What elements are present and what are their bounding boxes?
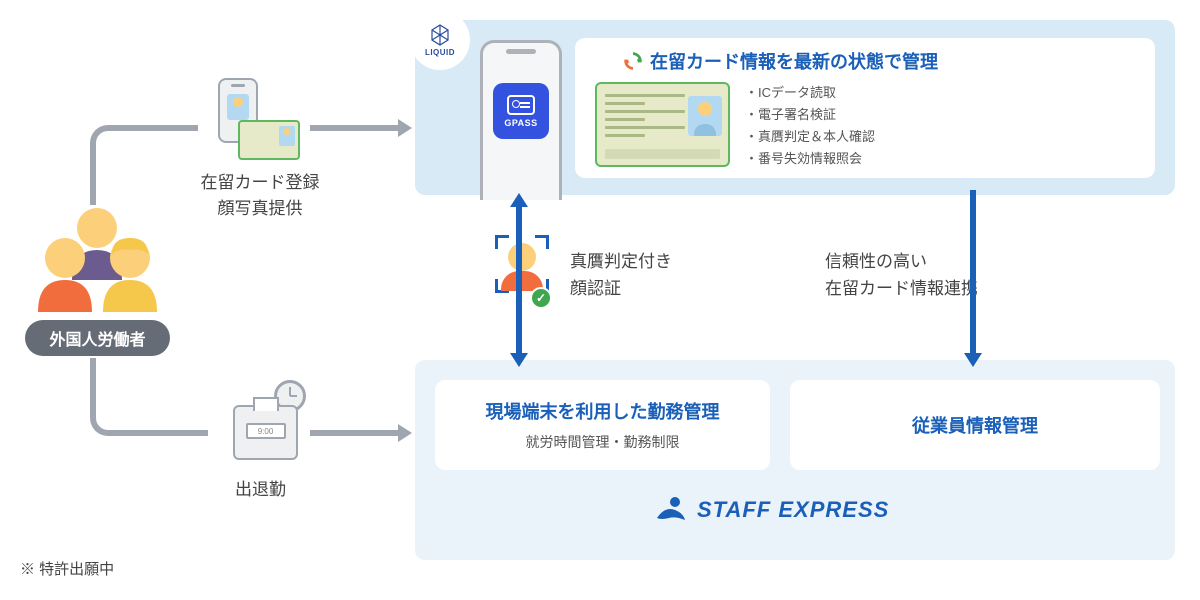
- arrow-connector: [138, 125, 198, 131]
- arrow-down-to-staff: [970, 190, 976, 354]
- attendance-subtitle: 就労時間管理・勤務制限: [435, 432, 770, 452]
- smartphone-illustration: GPASS: [480, 40, 562, 200]
- workers-illustration: [30, 200, 165, 315]
- gpass-panel-title: 在留カード情報を最新の状態で管理: [622, 48, 938, 74]
- staff-express-text: STAFF EXPRESS: [697, 497, 889, 523]
- attendance-label: 出退勤: [235, 475, 286, 500]
- face-auth-illustration: ✓: [490, 235, 554, 305]
- register-label: 在留カード登録 顔写真提供: [185, 170, 335, 221]
- residence-card-illustration: [595, 82, 730, 167]
- gpass-label: GPASS: [504, 118, 537, 128]
- arrow-register-elbow: [90, 125, 140, 205]
- staff-express-icon: [655, 496, 687, 524]
- employee-title: 従業員情報管理: [790, 380, 1160, 438]
- attendance-panel: 現場端末を利用した勤務管理 就労時間管理・勤務制限: [435, 380, 770, 470]
- feature-bullets: ・ICデータ読取 ・電子署名検証 ・真贋判定＆本人確認 ・番号失効情報照会: [745, 82, 875, 170]
- bullet-item: ・電子署名検証: [745, 104, 875, 126]
- face-auth-label: 真贋判定付き 顔認証: [570, 248, 672, 302]
- timecard-illustration: 9:00: [233, 405, 298, 460]
- small-card-illustration: [238, 120, 300, 160]
- liquid-icon: [430, 24, 450, 46]
- patent-note: ※ 特許出願中: [20, 558, 114, 579]
- bullet-item: ・ICデータ読取: [745, 82, 875, 104]
- arrow-to-staff: [310, 430, 400, 436]
- bullet-item: ・番号失効情報照会: [745, 148, 875, 170]
- reliable-link-label: 信頼性の高い 在留カード情報連携: [825, 248, 978, 302]
- gpass-app-icon: GPASS: [493, 83, 549, 139]
- attendance-title: 現場端末を利用した勤務管理: [435, 380, 770, 424]
- workers-label: 外国人労働者: [25, 320, 170, 356]
- sync-icon: [622, 50, 644, 72]
- bullet-item: ・真贋判定＆本人確認: [745, 126, 875, 148]
- arrow-to-liquid: [310, 125, 400, 131]
- staff-express-logo: STAFF EXPRESS: [655, 496, 889, 524]
- employee-panel: 従業員情報管理: [790, 380, 1160, 470]
- arrow-attendance-elbow: [90, 358, 140, 436]
- check-badge-icon: ✓: [530, 287, 552, 309]
- arrow-connector: [138, 430, 208, 436]
- liquid-logo-badge: LIQUID: [410, 10, 470, 70]
- liquid-brand-text: LIQUID: [425, 48, 455, 57]
- timecard-time: 9:00: [246, 423, 286, 439]
- arrow-bidirectional: [516, 206, 522, 354]
